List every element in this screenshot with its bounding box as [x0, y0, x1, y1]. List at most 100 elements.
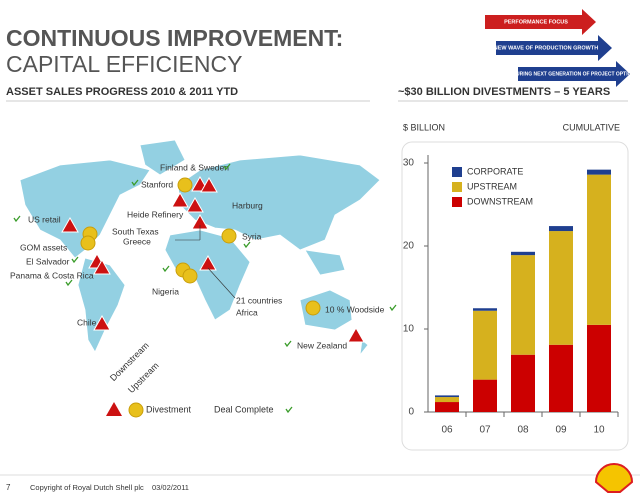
- upstream-marker: [80, 235, 96, 251]
- check: [65, 279, 73, 287]
- markers: [61, 175, 365, 343]
- map-label: New Zealand: [297, 340, 347, 350]
- check: [285, 406, 293, 414]
- chart-note: CUMULATIVE: [563, 122, 620, 132]
- y-tick-label: 30: [403, 158, 415, 169]
- map-label: Harburg: [232, 200, 263, 210]
- downstream-marker: [186, 196, 204, 213]
- y-tick-label: 10: [403, 324, 415, 335]
- legend-label: Deal Complete: [214, 404, 274, 414]
- check: [223, 163, 231, 171]
- shell-logo: [594, 463, 634, 493]
- legend-label: DOWNSTREAM: [467, 196, 533, 206]
- map-label: Heide Refinery: [127, 209, 184, 219]
- arrow-label: MATURING NEXT GENERATION OF PROJECT OPTI…: [506, 71, 640, 77]
- y-axis-label: $ BILLION: [403, 122, 445, 132]
- bar-segment: [549, 344, 573, 412]
- bar-segment: [473, 308, 497, 311]
- map-label: Nigeria: [152, 286, 179, 296]
- title: CONTINUOUS IMPROVEMENT:: [6, 25, 343, 51]
- upstream-marker: [305, 300, 321, 316]
- legend-swatch: [452, 167, 462, 177]
- downstream-marker: [171, 191, 189, 208]
- upstream-marker: [177, 177, 193, 193]
- downstream-marker: [93, 314, 111, 331]
- map-label: El Salvador: [26, 256, 70, 266]
- bar-segment: [473, 310, 497, 380]
- north-america: [19, 159, 151, 259]
- leader-line: [207, 267, 236, 299]
- page-number: 7: [6, 483, 11, 492]
- eurasia: [177, 154, 381, 251]
- map-label: 10 % Woodside: [325, 304, 385, 314]
- upstream-marker: [221, 228, 237, 244]
- subtitle: CAPITAL EFFICIENCY: [6, 51, 242, 77]
- map-label: Finland & Sweden: [160, 162, 229, 172]
- new-zealand: [359, 339, 369, 357]
- date: 03/02/2011: [152, 483, 189, 492]
- legend-marker: [128, 402, 144, 418]
- arrow: [496, 35, 612, 61]
- chart-title: ~$30 BILLION DIVESTMENTS – 5 YEARS: [398, 86, 610, 98]
- x-tick-label: 10: [593, 425, 605, 436]
- map-label: Chile: [77, 317, 97, 327]
- bar-segment: [473, 379, 497, 412]
- downstream-marker: [200, 176, 218, 193]
- bar-segment: [511, 251, 535, 256]
- indonesia: [304, 249, 346, 276]
- y-tick-label: 20: [403, 241, 415, 252]
- x-tick-label: 06: [441, 425, 453, 436]
- arrow: [518, 61, 630, 87]
- bar-segment: [549, 231, 573, 345]
- bar-segment: [435, 402, 459, 412]
- downstream-marker: [347, 326, 365, 343]
- legend-label: UPSTREAM: [467, 181, 517, 191]
- greenland: [139, 139, 186, 176]
- legend-swatch: [452, 182, 462, 192]
- check: [389, 304, 397, 312]
- arrow-label: NEW WAVE OF PRODUCTION GROWTH: [494, 45, 598, 51]
- bar-segment: [511, 354, 535, 412]
- bar-segment: [511, 255, 535, 355]
- legend-swatch: [452, 197, 462, 207]
- map-legend: Downstream Upstream Divestment Deal Comp…: [106, 340, 293, 418]
- arrows: PERFORMANCE FOCUS NEW WAVE OF PRODUCTION…: [485, 9, 639, 87]
- section-title: ASSET SALES PROGRESS 2010 & 2011 YTD: [6, 86, 238, 98]
- map-label: GOM assets: [20, 242, 67, 252]
- legend-label: CORPORATE: [467, 166, 523, 176]
- map-label: Stanford: [141, 179, 173, 189]
- map-label: Syria: [242, 231, 262, 241]
- map-label: Greece: [123, 236, 151, 246]
- arrow: [485, 9, 596, 35]
- map-labels: Finland & Sweden Stanford Heide Refinery…: [10, 162, 385, 350]
- legend-marker: [106, 402, 122, 416]
- legend-label: Divestment: [146, 404, 192, 414]
- check: [131, 179, 139, 187]
- bar-segment: [587, 174, 611, 325]
- map-label: 21 countries: [236, 295, 282, 305]
- chart-panel: [401, 141, 629, 451]
- map-label: US retail: [28, 214, 61, 224]
- bar-segment: [435, 395, 459, 398]
- x-tick-label: 09: [555, 425, 567, 436]
- bar-chart: 0 10 20 30 06 07 08 09 10 DOWNSTREAM UPSTREAM CORPO…: [403, 155, 619, 436]
- check: [71, 256, 79, 264]
- map-label: Panama & Costa Rica: [10, 270, 94, 280]
- checkmarks: [13, 163, 397, 348]
- logo-shape: [594, 463, 634, 493]
- bar-segment: [587, 169, 611, 175]
- check: [13, 215, 21, 223]
- bar-segment: [435, 397, 459, 403]
- bar-segment: [587, 324, 611, 412]
- bar-segment: [549, 226, 573, 232]
- australia: [299, 289, 353, 331]
- x-tick-label: 08: [517, 425, 529, 436]
- check: [284, 340, 292, 348]
- check: [243, 241, 251, 249]
- y-tick-label: 0: [408, 407, 414, 418]
- downstream-marker: [199, 254, 217, 271]
- downstream-marker: [61, 216, 79, 233]
- arrow-label: PERFORMANCE FOCUS: [504, 19, 568, 25]
- check: [162, 265, 170, 273]
